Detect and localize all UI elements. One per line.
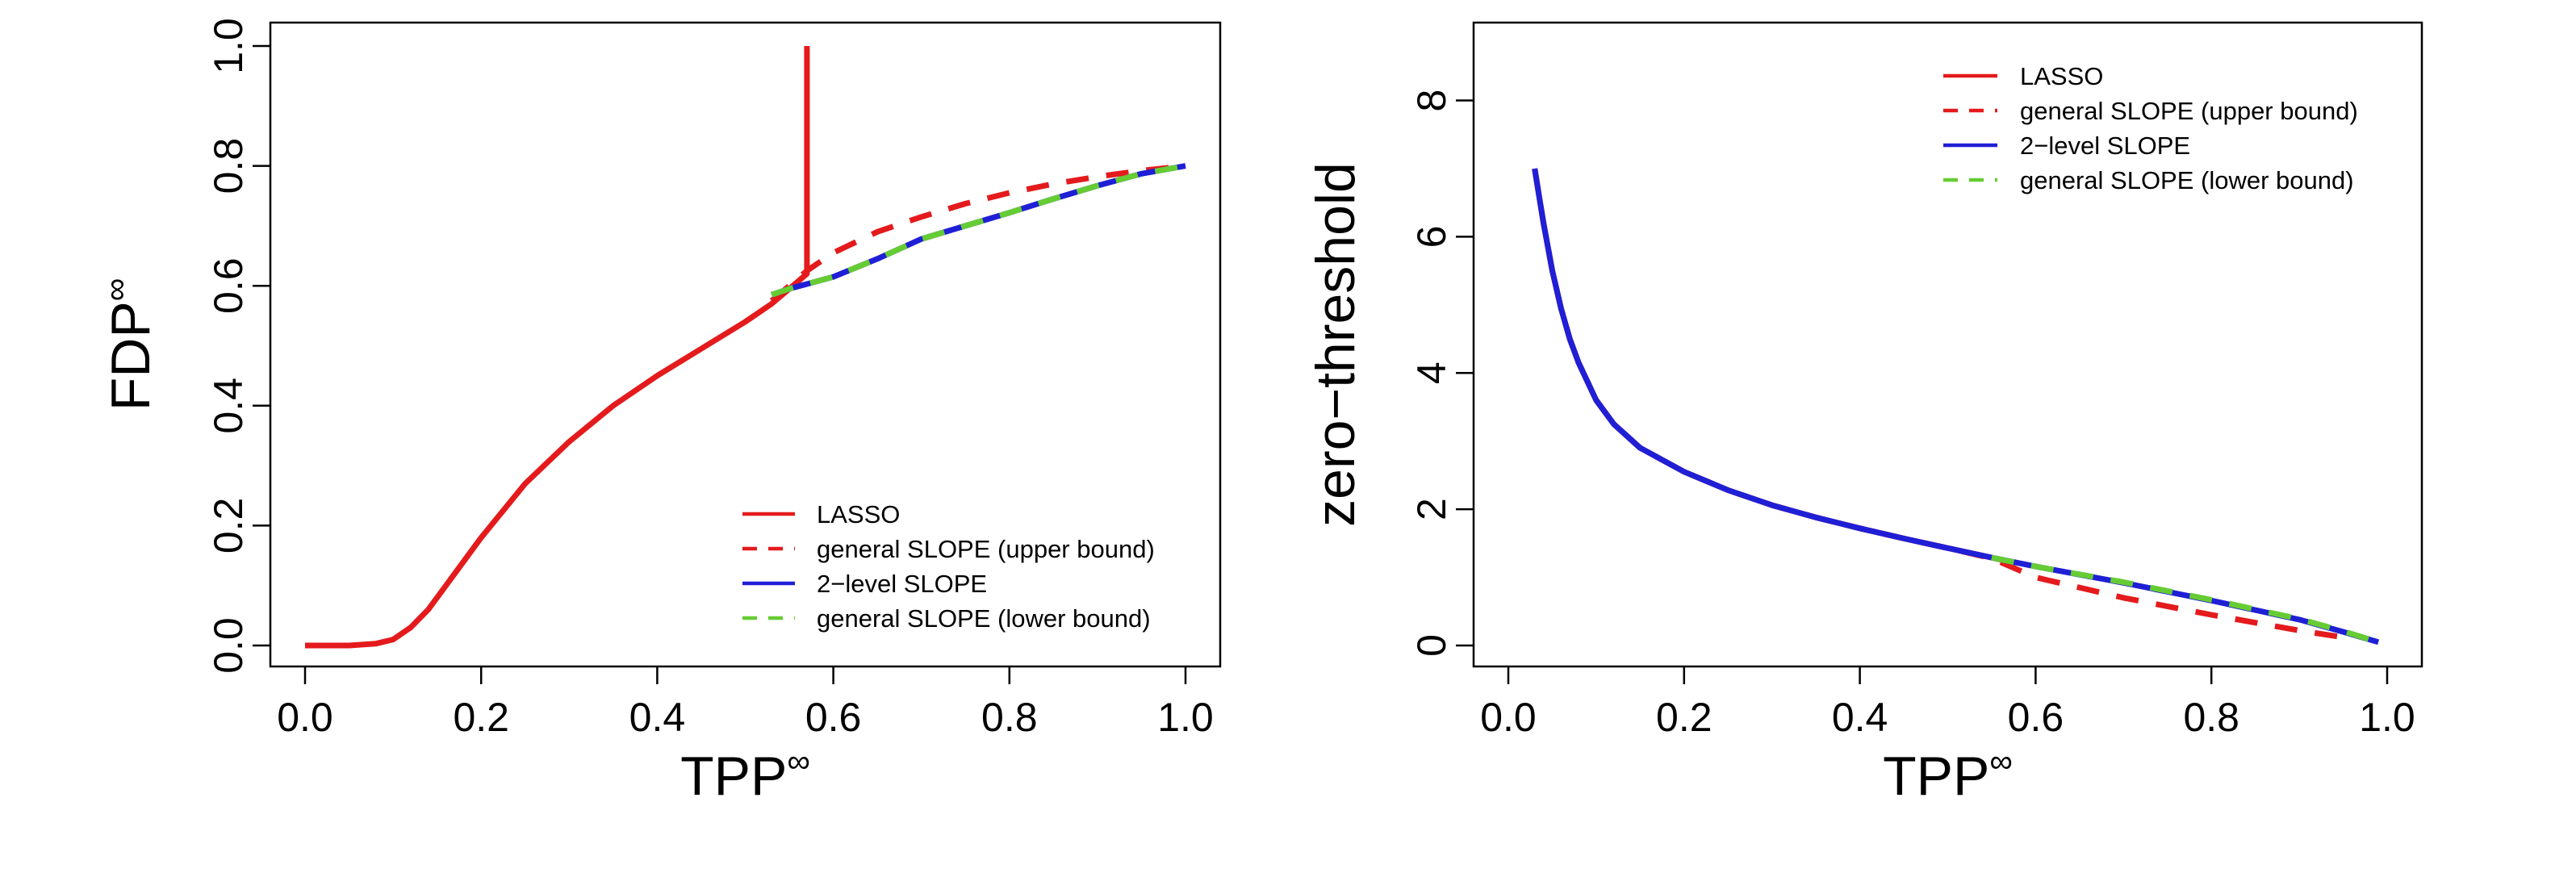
- y-tick-label: 0.4: [206, 378, 251, 434]
- x-tick-label: 1.0: [2359, 695, 2415, 740]
- x-tick-label: 0.2: [1656, 695, 1712, 740]
- y-tick-label: 8: [1409, 90, 1454, 112]
- y-axis-label: zero−threshold: [1305, 162, 1366, 527]
- series-general-slope-upper-bound: [1532, 168, 2344, 641]
- x-tick-label: 0.8: [2183, 695, 2239, 740]
- plot-frame: [1472, 21, 2423, 668]
- y-tick-label: 4: [1409, 361, 1454, 384]
- x-axis-label: TPP∞: [1883, 744, 2013, 807]
- legend-label: 2−level SLOPE: [2020, 132, 2190, 160]
- legend-label: LASSO: [2020, 62, 2103, 90]
- y-tick-label: 0.2: [206, 498, 251, 554]
- chart-zero-threshold-vs-tpp: 0.0 0.2 0.4 0.6 0.8 1.0 0 2 4 6 8 TPP∞ zero−threshol…: [1305, 21, 2423, 807]
- legend: LASSO general SLOPE (upper bound) 2−level …: [1943, 62, 2358, 194]
- y-tick-label: 1.0: [206, 18, 251, 74]
- chart-fdp-vs-tpp: 0.0 0.2 0.4 0.6 0.8 1.0 0.0 0.2 0.4 0.6 0.8 1.0 TPP∞…: [98, 18, 1222, 807]
- y-tick-label: 0.6: [206, 257, 251, 314]
- x-axis-label-sup: ∞: [787, 744, 810, 779]
- legend-label: LASSO: [817, 500, 900, 528]
- y-axis-label: FDP∞: [98, 278, 161, 411]
- x-tick-label: 0.6: [2008, 695, 2064, 740]
- y-tick-label: 0.0: [206, 617, 251, 674]
- legend-label: 2−level SLOPE: [817, 570, 987, 598]
- x-tick-label: 0.4: [1832, 695, 1888, 740]
- x-tick-label: 0.0: [277, 695, 333, 740]
- plot-frame: [269, 21, 1222, 668]
- x-tick-label: 1.0: [1157, 695, 1214, 740]
- series-2-level-slope: [1532, 168, 2380, 645]
- y-tick-label: 6: [1409, 226, 1454, 249]
- series-2-level-slope: [771, 163, 1186, 298]
- legend-label: general SLOPE (lower bound): [2020, 166, 2354, 194]
- x-tick-label: 0.0: [1480, 695, 1537, 740]
- series-lasso: [305, 46, 810, 649]
- x-tick-label: 0.8: [981, 695, 1038, 740]
- series-general-slope-upper-bound: [769, 163, 1186, 303]
- y-tick-label: 2: [1409, 498, 1454, 520]
- legend-label: general SLOPE (upper bound): [2020, 97, 2358, 125]
- x-axis-label-sup: ∞: [1989, 744, 2013, 779]
- x-tick-label: 0.4: [629, 695, 686, 740]
- series-general-slope-lower-bound: [771, 163, 1186, 298]
- y-axis-label-sup: ∞: [98, 278, 134, 302]
- legend-label: general SLOPE (lower bound): [817, 604, 1151, 633]
- x-tick-label: 0.2: [453, 695, 509, 740]
- x-axis-label: TPP∞: [680, 744, 810, 807]
- legend-label: general SLOPE (upper bound): [817, 535, 1155, 563]
- legend: LASSO general SLOPE (upper bound) 2−level …: [742, 500, 1155, 633]
- series-general-slope-lower-bound: [1991, 554, 2371, 642]
- y-tick-label: 0.8: [206, 138, 251, 194]
- y-tick-label: 0: [1409, 634, 1454, 657]
- x-tick-label: 0.6: [805, 695, 862, 740]
